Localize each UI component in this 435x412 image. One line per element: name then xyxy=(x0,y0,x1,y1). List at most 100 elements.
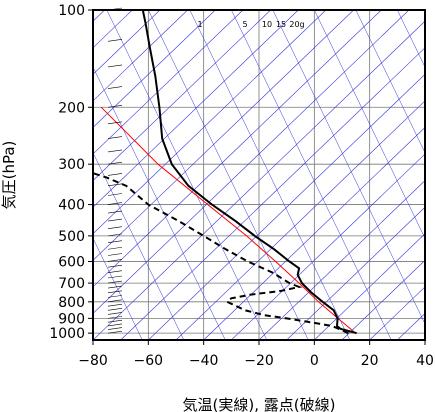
y-tick-label: 100 xyxy=(58,3,85,19)
wind-barbs xyxy=(107,7,123,334)
x-axis: −80 −60 −40 −20 0 20 40 xyxy=(78,340,434,369)
x-tick-label: 20 xyxy=(361,353,379,369)
isotherm-lines xyxy=(93,10,425,340)
mixing-ratio-label: 5 xyxy=(242,20,247,29)
isotherm-line xyxy=(175,100,425,340)
isotherm-line xyxy=(286,206,425,340)
x-tick-label: 0 xyxy=(310,353,319,369)
wind-barb xyxy=(107,149,123,153)
wind-barb xyxy=(107,308,123,311)
wind-barb xyxy=(107,193,123,196)
wind-barb xyxy=(107,233,123,237)
y-tick-label: 500 xyxy=(58,229,85,245)
dry-adiabat-line xyxy=(355,10,425,154)
isotherm-line xyxy=(203,127,425,340)
dewpoint-line xyxy=(93,172,349,335)
wind-barb xyxy=(107,312,123,315)
wind-barb xyxy=(107,246,123,250)
isotherm-line xyxy=(93,20,425,340)
wind-barb xyxy=(107,259,123,262)
wind-barb xyxy=(107,210,123,214)
wind-barb xyxy=(107,240,123,244)
x-tick-label: −20 xyxy=(244,353,274,369)
wind-barb xyxy=(107,218,123,222)
x-tick-label: −40 xyxy=(189,353,219,369)
isotherm-line xyxy=(93,10,188,102)
dry-adiabat-line xyxy=(148,10,309,340)
wind-barb xyxy=(107,39,123,42)
wind-barb xyxy=(107,270,123,273)
reference-line-group xyxy=(100,106,357,334)
wind-barb xyxy=(107,295,123,298)
wind-barb xyxy=(107,299,123,303)
wind-barb xyxy=(107,285,123,289)
wind-barb xyxy=(107,136,123,139)
wind-barb xyxy=(107,64,123,68)
isotherm-line xyxy=(93,10,382,288)
sounding-series xyxy=(93,10,357,335)
dry-adiabat-line xyxy=(272,10,425,325)
y-tick-label: 700 xyxy=(58,276,85,292)
wind-barb xyxy=(107,253,123,256)
wind-barb xyxy=(107,275,123,279)
isotherm-line xyxy=(341,259,425,340)
x-tick-label: −80 xyxy=(78,353,108,369)
x-tick-label: −60 xyxy=(134,353,164,369)
y-tick-label: 800 xyxy=(58,295,85,311)
dry-adiabat-line xyxy=(106,10,268,340)
isotherm-line xyxy=(93,10,410,314)
dry-adiabat-line xyxy=(231,10,392,340)
y-tick-label: 900 xyxy=(58,311,85,327)
isotherm-line xyxy=(258,180,425,340)
wind-barb xyxy=(107,303,123,307)
isotherm-line xyxy=(424,339,425,340)
isotherm-line xyxy=(120,47,425,340)
wind-barb xyxy=(107,86,123,89)
isotherm-line xyxy=(93,10,216,128)
mixing-ratio-label: 10 xyxy=(262,20,272,29)
reference-line xyxy=(100,106,357,334)
dry-adiabat-line xyxy=(189,10,351,340)
wind-barb xyxy=(107,121,123,125)
wind-barb xyxy=(107,316,123,319)
y-tick-label: 200 xyxy=(58,100,85,116)
isotherm-line xyxy=(231,153,425,340)
temperature-line xyxy=(141,10,357,335)
wind-barb xyxy=(107,290,123,294)
x-tick-label: 40 xyxy=(416,353,434,369)
wind-barb xyxy=(107,183,123,187)
isotherm-line xyxy=(93,10,244,155)
wind-barb xyxy=(107,226,123,229)
isotherm-line xyxy=(314,233,425,340)
isotherm-line xyxy=(93,10,299,208)
dry-adiabat-line xyxy=(93,237,143,340)
wind-barb xyxy=(107,319,123,323)
wind-barb xyxy=(107,330,123,334)
wind-barb xyxy=(107,327,123,330)
y-axis-label: 気圧(hPa) xyxy=(0,141,18,210)
wind-barb xyxy=(107,161,123,165)
y-tick-label: 1000 xyxy=(49,326,85,342)
isotherm-line xyxy=(93,10,161,75)
wind-barb xyxy=(107,323,123,327)
mixing-ratio-label: 1 xyxy=(197,20,202,29)
wind-barb xyxy=(107,104,123,108)
dry-adiabat-line xyxy=(314,10,425,239)
y-tick-label: 400 xyxy=(58,198,85,214)
wind-barb xyxy=(107,173,123,176)
x-axis-label: 気温(実線), 露点(破線) xyxy=(183,396,336,412)
mixing-ratio-labels: 1 5 10 15 20g xyxy=(197,20,304,29)
dry-adiabat-line xyxy=(93,66,226,340)
isotherm-line xyxy=(93,10,354,261)
mixing-ratio-label: 20g xyxy=(289,20,304,29)
wind-barb xyxy=(107,202,123,205)
wind-barb xyxy=(107,280,123,284)
isotherm-line xyxy=(148,73,425,340)
dry-adiabat-line xyxy=(93,152,185,340)
mixing-ratio-label: 15 xyxy=(276,20,286,29)
wind-barb xyxy=(107,264,123,268)
y-tick-label: 600 xyxy=(58,254,85,270)
isotherm-line xyxy=(93,10,327,235)
